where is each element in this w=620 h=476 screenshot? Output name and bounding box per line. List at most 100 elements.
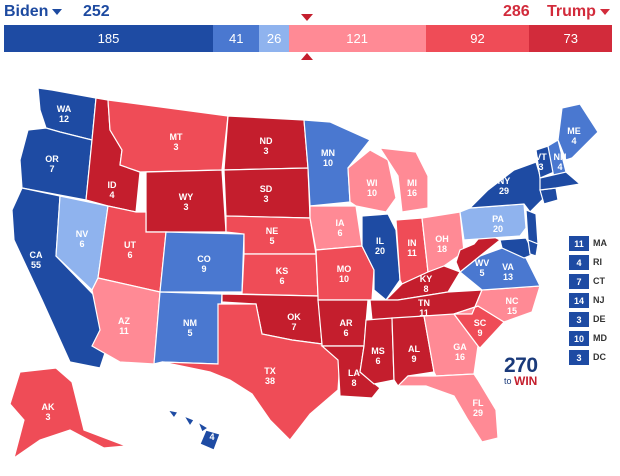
state-label-ut: UT — [124, 240, 136, 250]
state-ev-mt: 3 — [173, 142, 178, 152]
small-state-ev-de[interactable]: 3 — [569, 312, 589, 327]
state-ak[interactable] — [9, 367, 127, 460]
state-label-wy: WY — [179, 192, 194, 202]
270towin-logo[interactable]: 270 to WIN — [504, 354, 538, 388]
bar-likely-rep[interactable]: 92 — [425, 25, 530, 52]
state-ev-ar: 6 — [343, 328, 348, 338]
bar-lean-dem[interactable]: 26 — [259, 25, 289, 52]
state-label-ga: GA — [453, 342, 467, 352]
dem-candidate-name[interactable]: Biden — [4, 3, 49, 20]
state-label-az: AZ — [118, 316, 130, 326]
header: Biden 252 286 Trump — [0, 0, 620, 24]
state-ia[interactable] — [309, 205, 363, 251]
small-state-label-ma: MA — [593, 238, 607, 248]
small-state-ev-dc[interactable]: 3 — [569, 350, 589, 365]
state-label-nv: NV — [76, 229, 89, 239]
state-nj[interactable] — [525, 209, 539, 245]
small-state-ev-nj[interactable]: 14 — [569, 293, 589, 308]
state-ev-nh: 4 — [557, 162, 562, 172]
state-tx[interactable] — [161, 303, 341, 441]
state-or[interactable] — [19, 127, 93, 201]
state-label-ny: NY — [498, 176, 511, 186]
state-ev-wy: 3 — [183, 202, 188, 212]
dem-candidate-selector[interactable]: Biden — [4, 3, 63, 21]
logo-win: WIN — [514, 374, 538, 388]
state-label-hi: HI — [208, 422, 217, 432]
small-state-ev-ri[interactable]: 4 — [569, 255, 589, 270]
state-label-mn: MN — [321, 148, 335, 158]
state-ev-in: 11 — [407, 248, 417, 258]
state-label-ok: OK — [287, 312, 301, 322]
state-fl[interactable] — [396, 373, 499, 443]
state-label-or: OR — [45, 154, 59, 164]
bar-safe-rep[interactable]: 73 — [529, 25, 612, 52]
state-mt[interactable] — [107, 99, 229, 173]
state-ev-ia: 6 — [337, 228, 342, 238]
state-ev-wv: 5 — [479, 268, 484, 278]
logo-to: to — [504, 376, 512, 386]
rep-candidate-selector[interactable]: Trump — [547, 3, 610, 21]
state-label-ne: NE — [266, 226, 279, 236]
small-state-label-ct: CT — [593, 276, 605, 286]
small-state-label-dc: DC — [593, 352, 606, 362]
state-ev-hi: 4 — [209, 432, 214, 442]
state-label-nc: NC — [506, 296, 519, 306]
state-label-nm: NM — [183, 318, 197, 328]
state-label-me: ME — [567, 126, 581, 136]
state-de[interactable] — [527, 239, 539, 257]
bar-lean-rep[interactable]: 121 — [288, 25, 426, 52]
small-state-ev-ct[interactable]: 7 — [569, 274, 589, 289]
state-ev-va: 13 — [503, 272, 513, 282]
marker-up-icon — [301, 53, 313, 60]
state-md[interactable] — [499, 237, 535, 259]
state-label-ms: MS — [371, 346, 385, 356]
state-ev-id: 4 — [109, 190, 114, 200]
bar-safe-dem[interactable]: 185 — [4, 25, 214, 52]
state-ev-ca: 55 — [31, 260, 41, 270]
state-ev-co: 9 — [201, 264, 206, 274]
state-label-sd: SD — [260, 184, 273, 194]
state-label-ar: AR — [340, 318, 353, 328]
state-label-wv: WV — [475, 258, 490, 268]
chevron-down-icon[interactable] — [599, 8, 610, 15]
state-me[interactable] — [557, 103, 599, 161]
state-ev-al: 9 — [411, 354, 416, 364]
state-ev-mo: 10 — [339, 274, 349, 284]
state-ev-fl: 29 — [473, 408, 483, 418]
bar-likely-dem[interactable]: 41 — [213, 25, 260, 52]
state-label-al: AL — [408, 344, 420, 354]
state-oh[interactable] — [421, 211, 465, 273]
logo-number: 270 — [504, 354, 538, 377]
small-state-label-ri: RI — [593, 257, 602, 267]
state-ct[interactable] — [539, 187, 559, 205]
state-label-il: IL — [376, 236, 385, 246]
chevron-down-icon[interactable] — [52, 8, 63, 15]
state-label-mt: MT — [170, 132, 183, 142]
state-label-tx: TX — [264, 366, 276, 376]
small-state-ev-ma[interactable]: 11 — [569, 236, 589, 251]
state-ev-ak: 3 — [45, 412, 50, 422]
state-label-ia: IA — [336, 218, 346, 228]
state-hi[interactable] — [166, 409, 221, 451]
state-ev-wi: 10 — [367, 188, 377, 198]
state-ev-ms: 6 — [375, 356, 380, 366]
state-label-nd: ND — [260, 136, 273, 146]
state-ev-mn: 10 — [323, 158, 333, 168]
state-label-co: CO — [197, 254, 211, 264]
state-ev-nm: 5 — [187, 328, 192, 338]
state-mi[interactable] — [378, 147, 429, 213]
bar-safe-rep-label: 73 — [563, 31, 578, 46]
state-wv[interactable] — [455, 231, 502, 273]
small-state-ev-md[interactable]: 10 — [569, 331, 589, 346]
state-ma[interactable] — [539, 171, 582, 191]
state-label-nh: NH — [554, 152, 567, 162]
state-ev-me: 4 — [571, 136, 576, 146]
rep-candidate-name[interactable]: Trump — [547, 3, 596, 20]
state-label-ca: CA — [30, 250, 43, 260]
small-state-label-md: MD — [593, 333, 607, 343]
state-wi[interactable] — [347, 149, 397, 213]
state-ev-nd: 3 — [263, 146, 268, 156]
state-label-ky: KY — [420, 274, 433, 284]
